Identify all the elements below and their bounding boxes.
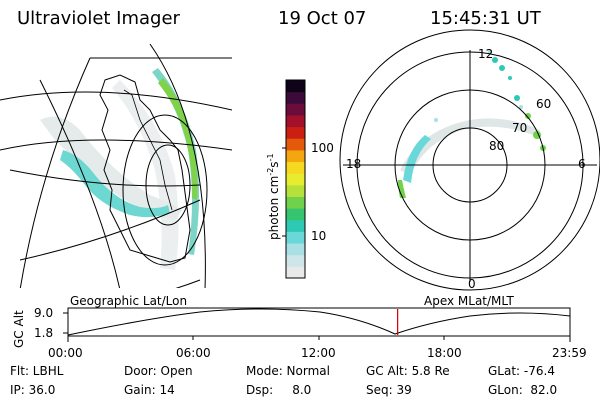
mlat-label-70: 70 <box>512 121 528 135</box>
time-tick-0600: 06:00 <box>176 346 211 360</box>
mlt-label-0: 0 <box>468 277 476 291</box>
mlt-label-6: 6 <box>578 157 586 171</box>
time-tick-2359: 23:59 <box>552 346 587 360</box>
colorbar-swatch <box>286 173 305 186</box>
colorbar-swatch <box>286 91 305 104</box>
info-door: Door: Open <box>124 364 193 378</box>
time-label: 15:45:31 UT <box>430 8 541 29</box>
altitude-ytick-min: 1.8 <box>34 326 54 340</box>
info-seq: Seq: 39 <box>366 383 412 397</box>
colorbar-swatch <box>286 254 305 267</box>
info-glon: GLon: 82.0 <box>488 383 558 397</box>
colorbar-swatch <box>286 80 305 93</box>
colorbar-swatch <box>286 161 305 174</box>
colorbar-swatch <box>286 138 305 151</box>
colorbar-swatch <box>286 266 305 279</box>
info-ip: IP: 36.0 <box>10 383 56 397</box>
time-tick-1800: 18:00 <box>427 346 462 360</box>
colorbar-swatch <box>286 126 305 139</box>
altitude-ytick-max: 9.0 <box>34 306 54 320</box>
colorbar-swatch <box>286 231 305 244</box>
instrument-title: Ultraviolet Imager <box>17 8 180 29</box>
colorbar-tick-100: 100 <box>311 141 334 155</box>
info-gain: Gain: 14 <box>124 383 175 397</box>
mlt-label-12: 12 <box>478 47 494 61</box>
info-dsp: Dsp: 8.0 <box>246 383 312 397</box>
colorbar-swatch <box>286 196 305 209</box>
colorbar-swatch <box>286 149 305 163</box>
time-tick-0000: 00:00 <box>48 346 83 360</box>
info-mode: Mode: Normal <box>246 364 330 378</box>
mlat-label-80: 80 <box>489 139 505 153</box>
colorbar-tick-10: 10 <box>311 229 327 243</box>
right-panel-label: Apex MLat/MLT <box>424 294 514 308</box>
colorbar-swatch <box>286 114 305 128</box>
colorbar-swatch <box>286 219 305 232</box>
info-gc-alt: GC Alt: 5.8 Re <box>366 364 450 378</box>
colorbar-swatch <box>286 103 305 116</box>
colorbar-swatch <box>286 184 305 197</box>
geographic-grid <box>0 44 232 288</box>
time-tick-1200: 12:00 <box>301 346 336 360</box>
info-filter: Flt: LBHL <box>10 364 64 378</box>
left-panel-label: Geographic Lat/Lon <box>70 294 188 308</box>
colorbar-swatch <box>286 208 305 221</box>
mlt-label-18: 18 <box>346 157 362 171</box>
altitude-ylabel: GC Alt <box>12 310 26 348</box>
mlat-label-60: 60 <box>536 97 552 111</box>
date-label: 19 Oct 07 <box>278 8 367 29</box>
colorbar-swatch <box>286 243 305 256</box>
info-glat: GLat: -76.4 <box>488 364 555 378</box>
